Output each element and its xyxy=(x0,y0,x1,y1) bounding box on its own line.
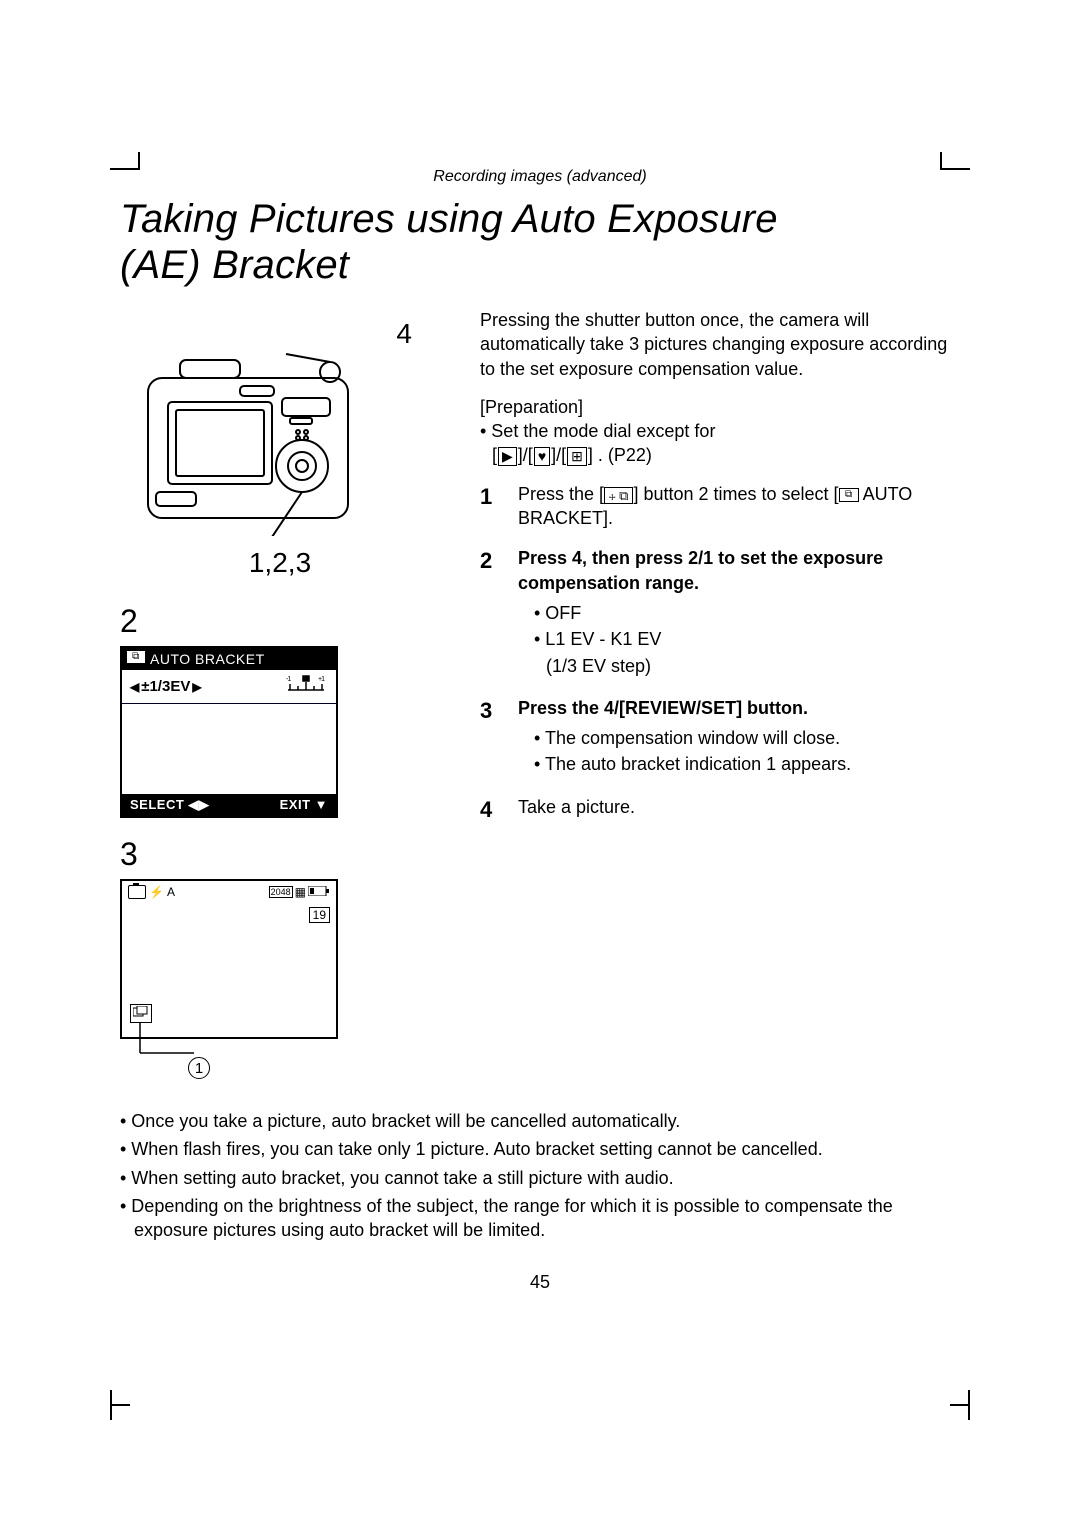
screen-2-footer: SELECT ◀▶ EXIT ▼ xyxy=(122,794,336,816)
crop-mark-tr xyxy=(940,168,970,198)
step-4-num: 4 xyxy=(480,795,500,825)
prep-line-2: [▶]/[♥]/[⊞] . (P22) xyxy=(480,443,960,467)
motion-mode-icon: ⊞ xyxy=(567,447,587,466)
playback-icon: ▶ xyxy=(498,447,517,466)
note-3: • When setting auto bracket, you cannot … xyxy=(120,1166,960,1190)
camera-diagram: 4 xyxy=(120,336,440,579)
ev-value: ◀ ±1/3EV ▶ xyxy=(130,678,202,695)
step-3-bullets: • The compensation window will close. • … xyxy=(518,726,960,777)
heart-mode-icon: ♥ xyxy=(534,447,550,466)
bottom-notes: • Once you take a picture, auto bracket … xyxy=(120,1109,960,1242)
left-arrow-icon: ◀ xyxy=(130,680,139,694)
right-arrow-icon: ▶ xyxy=(192,680,201,694)
crop-mark-br xyxy=(940,1376,970,1406)
callout-4: 4 xyxy=(396,318,412,350)
left-column: 4 xyxy=(120,308,440,1039)
ev-row: ◀ ±1/3EV ▶ -1 +1 xyxy=(122,670,336,704)
step-3-text: Press the 4/[REVIEW/SET] button. xyxy=(518,696,960,720)
screen-3-label: 3 xyxy=(120,836,440,873)
page-title: Taking Pictures using Auto Exposure (AE)… xyxy=(120,196,960,288)
content-row: 4 xyxy=(120,308,960,1039)
callout-123: 1,2,3 xyxy=(120,547,440,579)
crop-mark-tl xyxy=(110,168,140,198)
step-3-body: Press the 4/[REVIEW/SET] button. • The c… xyxy=(518,696,960,779)
svg-text:+1: +1 xyxy=(318,676,325,683)
auto-bracket-icon: ⧉ xyxy=(126,650,146,664)
note-1: • Once you take a picture, auto bracket … xyxy=(120,1109,960,1133)
step-3-b2: • The auto bracket indication 1 appears. xyxy=(534,752,960,776)
step-1-body: Press the [⧾ ⧉] button 2 times to select… xyxy=(518,482,960,531)
resolution-badge: 2048 xyxy=(269,886,293,898)
step-2-body: Press 4, then press 2/1 to set the expos… xyxy=(518,546,960,679)
prep-line-1: • Set the mode dial except for xyxy=(480,419,960,443)
exposure-button-icon: ⧾ ⧉ xyxy=(604,487,633,504)
step-3: 3 Press the 4/[REVIEW/SET] button. • The… xyxy=(480,696,960,779)
step-3-b1: • The compensation window will close. xyxy=(534,726,960,750)
step-2-b3: (1/3 EV step) xyxy=(534,654,960,678)
step-4-text: Take a picture. xyxy=(518,795,960,825)
mode-dial-icons: [▶]/[♥]/[⊞] xyxy=(492,445,598,465)
auto-bracket-icon: ⧉ xyxy=(839,488,859,502)
auto-bracket-screen: ⧉ AUTO BRACKET ◀ ±1/3EV ▶ -1 +1 xyxy=(120,646,338,818)
svg-text:-1: -1 xyxy=(286,676,291,683)
title-line-1: Taking Pictures using Auto Exposure xyxy=(120,197,778,241)
screen-2-title: ⧉ AUTO BRACKET xyxy=(122,648,336,670)
step-4: 4 Take a picture. xyxy=(480,795,960,825)
screen3-right-icons: 2048 ▦ xyxy=(269,885,330,899)
step-2-text: Press 4, then press 2/1 to set the expos… xyxy=(518,546,960,595)
step-2-num: 2 xyxy=(480,546,500,679)
ev-scale-icon: -1 +1 xyxy=(284,674,328,699)
screen-2-label: 2 xyxy=(120,603,440,640)
step-2-b2: • L1 EV - K1 EV xyxy=(534,627,960,651)
screen3-top-row: ⚡ A 2048 ▦ xyxy=(122,881,336,903)
preparation-heading: [Preparation] xyxy=(480,395,960,419)
step-2-bullets: • OFF • L1 EV - K1 EV (1/3 EV step) xyxy=(518,601,960,678)
title-line-2: (AE) Bracket xyxy=(120,243,349,287)
preview-screen: ⚡ A 2048 ▦ 19 1 xyxy=(120,879,338,1039)
step-2-b1: • OFF xyxy=(534,601,960,625)
flash-icon: ⚡ xyxy=(149,885,164,899)
preparation-block: [Preparation] • Set the mode dial except… xyxy=(480,395,960,468)
battery-icon xyxy=(308,885,330,899)
page-number: 45 xyxy=(120,1272,960,1293)
indicator-reference: 1 xyxy=(188,1057,210,1079)
footer-select: SELECT ◀▶ xyxy=(130,797,209,813)
section-header: Recording images (advanced) xyxy=(120,168,960,186)
note-2: • When flash fires, you can take only 1 … xyxy=(120,1137,960,1161)
right-column: Pressing the shutter button once, the ca… xyxy=(480,308,960,1039)
quality-icon: ▦ xyxy=(295,885,306,899)
step-1-num: 1 xyxy=(480,482,500,531)
step-2: 2 Press 4, then press 2/1 to set the exp… xyxy=(480,546,960,679)
screen3-left-icons: ⚡ A xyxy=(128,885,175,899)
step-3-num: 3 xyxy=(480,696,500,779)
footer-exit: EXIT ▼ xyxy=(280,797,328,813)
camera-mode-icon xyxy=(128,885,146,899)
step-1: 1 Press the [⧾ ⧉] button 2 times to sele… xyxy=(480,482,960,531)
intro-paragraph: Pressing the shutter button once, the ca… xyxy=(480,308,960,381)
note-4: • Depending on the brightness of the sub… xyxy=(120,1194,960,1243)
picture-count: 19 xyxy=(309,907,330,923)
camera-illustration xyxy=(120,336,380,536)
flash-mode: A xyxy=(167,885,175,899)
crop-mark-bl xyxy=(110,1376,140,1406)
auto-bracket-indicator-icon xyxy=(130,1004,152,1023)
